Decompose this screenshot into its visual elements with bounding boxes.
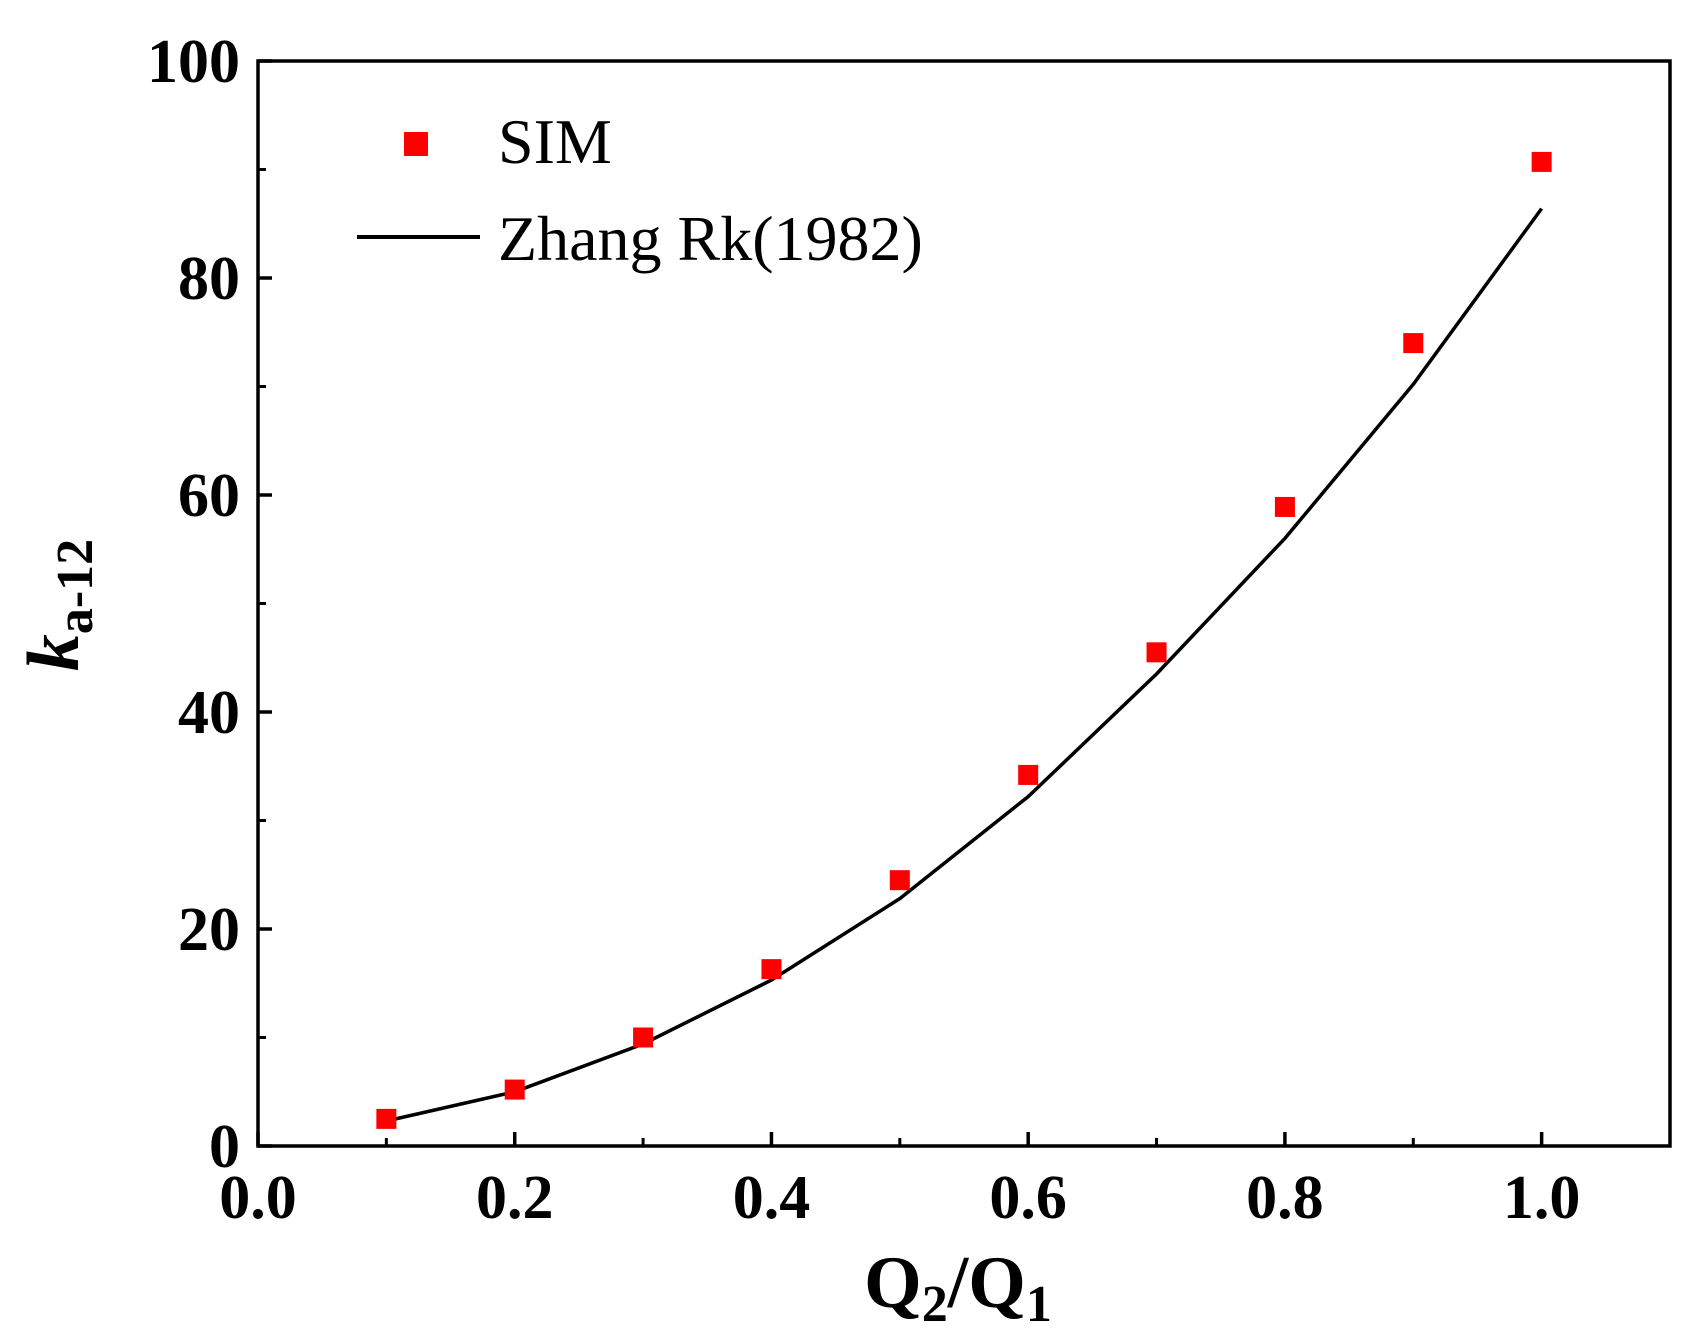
series-line-zhang-rk-1982 [386, 207, 1544, 1123]
sim-data-point [504, 1079, 525, 1100]
y-axis-title-sub: a-12 [47, 539, 104, 634]
x-axis-title-base: Q [864, 1242, 922, 1324]
sim-data-point [1018, 764, 1039, 785]
x-tick-label: 0.4 [733, 1164, 811, 1232]
y-axis-title-base: k [13, 634, 95, 671]
y-tick-label: 60 [178, 462, 240, 530]
legend-sim-marker [404, 132, 428, 156]
x-axis-title-sub2: 1 [1026, 1276, 1052, 1333]
sim-data-point [1146, 642, 1167, 663]
y-tick-label: 40 [178, 679, 240, 747]
plot-frame [256, 59, 1672, 1148]
x-axis-ticks: 0.0 0.2 0.4 0.6 0.8 1.0 [219, 1132, 1672, 1232]
data-series [376, 151, 1552, 1129]
x-tick-label: 0.8 [1246, 1164, 1324, 1232]
sim-data-point [761, 959, 782, 980]
sim-data-point [1274, 496, 1295, 517]
legend-sim-label: SIM [498, 106, 612, 177]
y-tick-label: 0 [209, 1113, 240, 1181]
sim-data-point [1531, 151, 1552, 172]
y-axis-title: ka-12 [13, 539, 104, 671]
legend-line-label: Zhang Rk(1982) [498, 203, 923, 274]
x-axis-title-sub1: 2 [922, 1276, 948, 1333]
y-tick-label: 100 [147, 28, 240, 96]
x-tick-label: 0.0 [219, 1164, 297, 1232]
x-tick-label: 0.2 [476, 1164, 554, 1232]
sim-data-point [376, 1108, 397, 1129]
x-tick-label: 0.6 [989, 1164, 1067, 1232]
legend: SIM Zhang Rk(1982) [357, 106, 923, 274]
sim-data-point [1403, 333, 1424, 354]
y-tick-label: 20 [178, 896, 240, 964]
sim-data-point [889, 870, 910, 891]
x-tick-label: 1.0 [1503, 1164, 1581, 1232]
y-axis-ticks: 0 20 40 60 80 100 [147, 28, 272, 1181]
plot-area-border [256, 59, 1672, 1148]
x-axis-title: Q2/Q1 [864, 1242, 1052, 1333]
x-axis-title-sep: /Q [947, 1242, 1026, 1324]
y-tick-label: 80 [178, 245, 240, 313]
sim-data-point [633, 1027, 654, 1048]
